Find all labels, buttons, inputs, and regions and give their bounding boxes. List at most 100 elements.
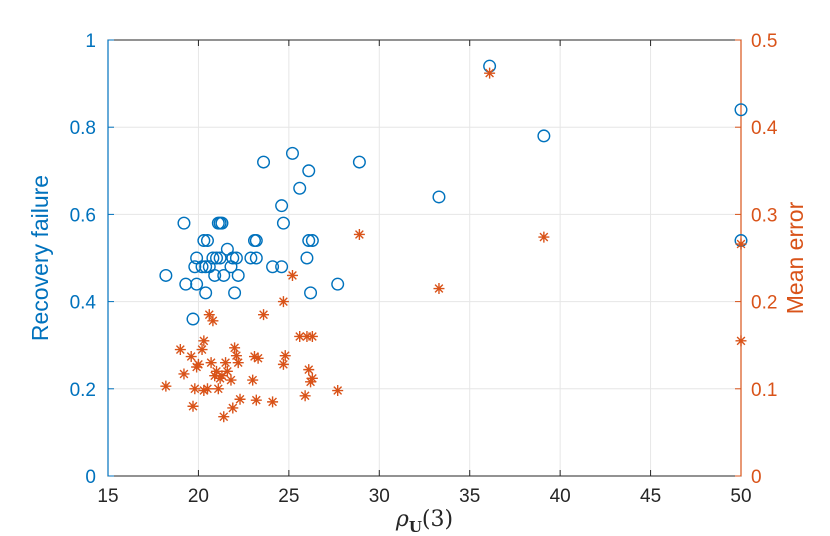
recovery-failure-point (190, 277, 204, 291)
recovery-failure-point (734, 103, 748, 117)
x-axis-label-symbol: ρ (395, 507, 409, 532)
mean-error-point (187, 400, 199, 412)
recovery-failure-point (208, 268, 222, 282)
recovery-failure-point (186, 312, 200, 326)
mean-error-point (227, 402, 239, 414)
recovery-failure-point (210, 251, 224, 265)
mean-error-point (185, 351, 197, 363)
mean-error-point (306, 330, 318, 342)
mean-error-point (247, 374, 259, 386)
x-tick-label: 30 (369, 486, 390, 507)
recovery-failure-point (276, 216, 290, 230)
mean-error-point (212, 383, 224, 395)
y-left-tick-label: 0.2 (70, 380, 96, 401)
mean-error-point (294, 330, 306, 342)
recovery-failure-point (352, 155, 366, 169)
recovery-failure-point (159, 268, 173, 282)
recovery-failure-point (190, 251, 204, 265)
mean-error-point (299, 390, 311, 402)
recovery-failure-point (177, 216, 191, 230)
recovery-failure-point (199, 286, 213, 300)
recovery-failure-point (226, 251, 240, 265)
mean-error-point (735, 238, 747, 250)
y-right-tick-label: 0 (751, 467, 762, 488)
recovery-failure-point (266, 260, 280, 274)
mean-error-point (303, 364, 315, 376)
y-right-tick-label: 0.3 (751, 205, 777, 226)
mean-error-point (211, 365, 223, 377)
x-tick-label: 25 (278, 486, 299, 507)
mean-error-point (484, 67, 496, 79)
recovery-failure-point (249, 234, 263, 248)
tick-labels: 15 20 25 30 35 40 45 5000.20.40.60.8100.10.20.3… (70, 31, 778, 507)
mean-error-point (221, 365, 233, 377)
recovery-failure-point (285, 146, 299, 160)
mean-error-points (160, 67, 747, 423)
mean-error-point (286, 269, 298, 281)
y-left-tick-label: 0.8 (70, 118, 96, 139)
x-axis-label-argument: (3) (422, 507, 453, 532)
y-right-tick-label: 0.2 (751, 293, 777, 314)
mean-error-point (277, 358, 289, 370)
recovery-failure-point (197, 234, 211, 248)
recovery-failure-point (300, 251, 314, 265)
recovery-failure-point (244, 251, 258, 265)
recovery-failure-point (188, 260, 202, 274)
y-axis-right-label: Mean error (782, 201, 808, 314)
recovery-failure-point (199, 260, 213, 274)
recovery-failure-point (220, 242, 234, 256)
mean-error-point (198, 335, 210, 347)
recovery-failure-point (304, 286, 318, 300)
recovery-failure-point (213, 251, 227, 265)
y-right-tick-label: 0.1 (751, 380, 777, 401)
recovery-failure-point (217, 268, 231, 282)
recovery-failure-point (275, 260, 289, 274)
mean-error-point (203, 309, 215, 321)
mean-error-point (207, 315, 219, 327)
mean-error-point (258, 309, 270, 321)
x-tick-label: 45 (640, 486, 661, 507)
mean-error-point (234, 393, 246, 405)
mean-error-point (192, 358, 204, 370)
mean-error-point (735, 335, 747, 347)
mean-error-point (538, 231, 550, 243)
mean-error-point (209, 370, 221, 382)
mean-error-point (248, 351, 260, 363)
x-tick-label: 40 (550, 486, 571, 507)
mean-error-point (232, 357, 244, 369)
mean-error-point (160, 380, 172, 392)
recovery-failure-point (179, 277, 193, 291)
recovery-failure-point (537, 129, 551, 143)
recovery-failure-points (159, 59, 748, 326)
mean-error-point (433, 283, 445, 295)
mean-error-point (250, 394, 262, 406)
mean-error-point (174, 344, 186, 356)
mean-error-point (230, 350, 242, 362)
mean-error-point (306, 372, 318, 384)
y-left-tick-label: 0.4 (70, 293, 97, 314)
mean-error-point (220, 357, 232, 369)
mean-error-point (229, 342, 241, 354)
y-left-tick-label: 0.6 (70, 205, 96, 226)
recovery-failure-point (257, 155, 271, 169)
mean-error-point (305, 376, 317, 388)
recovery-failure-point (249, 251, 263, 265)
x-tick-label: 15 (97, 486, 118, 507)
mean-error-point (201, 383, 213, 395)
recovery-failure-point (432, 190, 446, 204)
recovery-failure-point (293, 181, 307, 195)
recovery-failure-point (195, 260, 209, 274)
x-tick-label: 35 (459, 486, 480, 507)
mean-error-point (277, 296, 289, 308)
recovery-failure-point (206, 251, 220, 265)
mean-error-point (178, 368, 190, 380)
mean-error-point (252, 352, 264, 364)
mean-error-point (189, 383, 201, 395)
x-tick-label: 50 (730, 486, 751, 507)
recovery-failure-point (275, 199, 289, 213)
axis-ticks (107, 39, 742, 477)
recovery-failure-point (215, 216, 229, 230)
mean-error-point (218, 411, 230, 423)
mean-error-point (267, 396, 279, 408)
